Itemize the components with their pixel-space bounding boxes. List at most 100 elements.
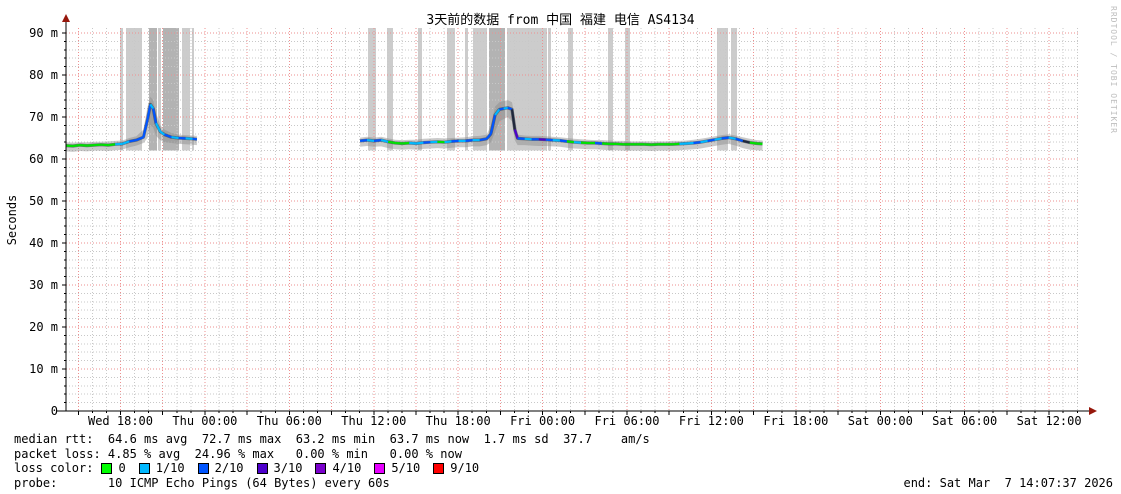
y-tick-label: 70 m [29, 110, 58, 124]
median-line-segment [451, 139, 459, 143]
median-line-segment [686, 141, 694, 145]
median-line-segment [155, 122, 162, 133]
loss-color-swatch [138, 462, 150, 474]
median-line-segment [444, 140, 452, 144]
y-axis-arrow [62, 14, 70, 22]
loss-band [191, 28, 194, 151]
loss-color-legend: loss color: 0 1/10 2/10 3/10 4/10 5/10 9/10 [14, 461, 492, 476]
median-line-segment [135, 136, 144, 142]
loss-legend-item: 9/10 [433, 461, 479, 476]
median-line-segment [489, 114, 497, 135]
median-line-segment [559, 139, 568, 143]
median-line-segment [465, 139, 473, 142]
x-tick-label: Sat 12:00 [1017, 414, 1082, 428]
median-line-segment [373, 139, 382, 142]
median-line-segment [395, 141, 403, 145]
median-line-segment [714, 137, 722, 141]
x-tick-label: Fri 06:00 [594, 414, 659, 428]
loss-color-swatch [101, 462, 113, 474]
median-line-segment [152, 108, 158, 124]
x-axis-arrow [1089, 407, 1097, 415]
loss-legend-item: 0 [101, 461, 126, 476]
y-tick-label: 20 m [29, 320, 58, 334]
smoke-band [66, 96, 197, 152]
y-tick-label: 80 m [29, 68, 58, 82]
median-line-segment [499, 107, 504, 111]
median-line-segment [693, 141, 701, 145]
x-tick-label: Fri 18:00 [763, 414, 828, 428]
median-line-segment [149, 103, 155, 110]
loss-band [158, 28, 161, 151]
median-line-segment [87, 144, 95, 147]
latency-chart-canvas: 0 10 m 20 m 30 m 40 m 50 m 60 m 70 m 80 m 90 m Wed… [29, 14, 1097, 428]
median-line-segment [524, 137, 532, 141]
median-line-segment [735, 137, 744, 142]
loss-legend-item: 4/10 [315, 461, 361, 476]
x-tick-label: Thu 00:00 [172, 414, 237, 428]
median-line-segment [409, 141, 417, 145]
loss-band [181, 28, 190, 151]
loss-color-value: 2/10 [214, 461, 244, 475]
median-line-segment [108, 143, 116, 147]
rrdtool-watermark: RRDTOOL / TOBI OETIKER [1109, 6, 1118, 134]
x-tick-label: Sat 06:00 [932, 414, 997, 428]
loss-band [149, 28, 157, 151]
loss-legend-item: 3/10 [256, 461, 303, 476]
loss-legend-item: 5/10 [374, 461, 420, 476]
loss-color-swatch [433, 462, 445, 474]
x-tick-label: Thu 18:00 [426, 414, 491, 428]
y-tick-label: 60 m [29, 152, 58, 166]
loss-band [507, 28, 548, 151]
median-line-segment [359, 139, 368, 142]
loss-color-value: 1/10 [155, 461, 185, 475]
median-line-segment [402, 141, 410, 145]
loss-band [473, 28, 487, 151]
median-line-segment [159, 130, 166, 136]
x-tick-label: Thu 06:00 [257, 414, 322, 428]
median-line-segment [164, 133, 172, 139]
loss-band [568, 28, 573, 151]
median-line-segment [388, 140, 396, 145]
loss-color-label: loss color: [14, 461, 94, 475]
median-line-segment [749, 141, 757, 145]
x-tick-label: Fri 00:00 [510, 414, 575, 428]
end-timestamp: end: Sat Mar 7 14:07:37 2026 [903, 476, 1113, 490]
median-line-segment [380, 139, 389, 143]
median-line-segment [72, 144, 81, 148]
y-tick-label: 50 m [29, 194, 58, 208]
smoke-band [360, 100, 763, 151]
packet-loss-stats: packet loss: 4.85 % avg 24.96 % max 0.00… [14, 447, 462, 461]
loss-color-value: 4/10 [332, 461, 362, 475]
median-line-segment [494, 108, 501, 116]
median-line-segment [721, 136, 729, 140]
y-tick-label: 0 [51, 404, 58, 418]
median-line-segment [700, 139, 708, 144]
x-tick-label: Thu 12:00 [341, 414, 406, 428]
loss-color-value: 3/10 [273, 461, 303, 475]
y-tick-label: 40 m [29, 236, 58, 250]
median-line-segment [142, 118, 149, 138]
y-tick-label: 10 m [29, 362, 58, 376]
x-tick-label: Wed 18:00 [88, 414, 153, 428]
chart-title: 3天前的数据 from 中国 福建 电信 AS4134 [426, 13, 695, 28]
median-rtt-stats: median rtt: 64.6 ms avg 72.7 ms max 63.2… [14, 432, 650, 446]
loss-color-swatch [256, 462, 268, 474]
median-line-segment [510, 109, 516, 130]
median-line-segment [728, 136, 736, 140]
median-line-segment [566, 140, 575, 144]
median-line-segment [479, 137, 487, 142]
loss-legend-item: 1/10 [138, 461, 185, 476]
probe-info: probe: 10 ICMP Echo Pings (64 Bytes) eve… [14, 476, 390, 490]
x-tick-label: Sat 00:00 [848, 414, 913, 428]
y-tick-label: 90 m [29, 26, 58, 40]
loss-band [548, 28, 551, 151]
loss-band [608, 28, 614, 151]
loss-color-value: 5/10 [391, 461, 421, 475]
median-line-segment [707, 138, 715, 142]
loss-band [465, 28, 468, 151]
median-line-segment [507, 106, 513, 111]
loss-color-swatch [197, 462, 209, 474]
median-line-segment [129, 139, 137, 143]
median-line-segment [513, 129, 519, 139]
